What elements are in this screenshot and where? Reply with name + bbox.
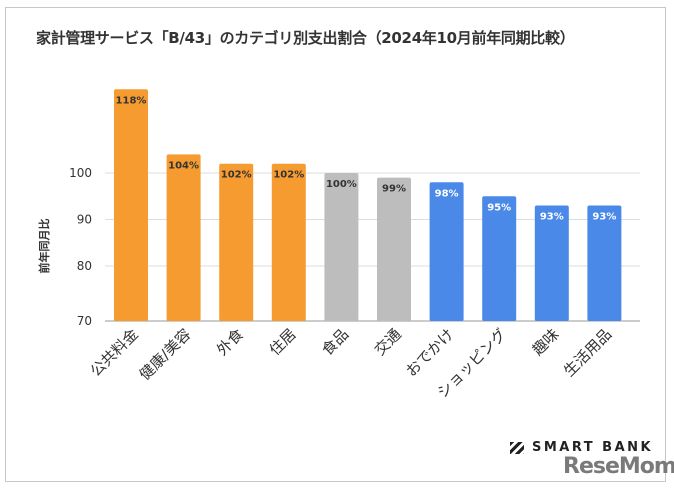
resemom-logo: ReseMom: [563, 454, 674, 479]
x-tick-label: 趣味: [529, 325, 563, 359]
bar: [219, 163, 254, 321]
y-tick-label: 80: [77, 259, 92, 273]
bar: [534, 205, 569, 321]
data-label: 102%: [273, 170, 304, 181]
data-label: 104%: [168, 160, 199, 171]
data-label: 100%: [326, 179, 357, 190]
data-label: 95%: [487, 202, 511, 213]
bar: [166, 154, 201, 321]
data-label: 118%: [116, 95, 147, 106]
y-tick-label: 90: [77, 213, 92, 227]
smartbank-logo: SMART BANK: [510, 440, 653, 455]
smartbank-mark-icon: [510, 441, 524, 454]
x-tick-label: 外食: [213, 325, 247, 359]
data-label: 93%: [592, 212, 616, 223]
y-tick-label: 70: [77, 314, 92, 328]
smartbank-logo-text: SMART BANK: [532, 440, 654, 455]
x-tick-label: 食品: [318, 325, 352, 359]
bar: [271, 163, 306, 321]
y-axis-title: 前年同月比: [37, 219, 51, 274]
y-tick-label: 100: [69, 166, 92, 180]
bar: [324, 173, 359, 321]
data-label: 98%: [435, 188, 459, 199]
x-tick-label: 住居: [266, 325, 300, 359]
bar: [377, 177, 411, 321]
chart-title: 家計管理サービス「B/43」のカテゴリ別支出割合（2024年10月前年同期比較）: [36, 29, 575, 47]
bar: [482, 196, 517, 321]
data-label: 99%: [382, 184, 406, 195]
x-tick-label: 健康/美容: [136, 325, 195, 384]
data-label: 93%: [540, 212, 564, 223]
chart-card: [5, 7, 666, 482]
bar: [587, 205, 622, 321]
x-tick-label: 生活用品: [560, 325, 615, 380]
bar: [114, 89, 148, 321]
x-tick-label: 公共料金: [87, 325, 142, 380]
bar: [429, 182, 464, 321]
data-label: 102%: [221, 170, 252, 181]
x-tick-label: 交通: [371, 325, 405, 359]
